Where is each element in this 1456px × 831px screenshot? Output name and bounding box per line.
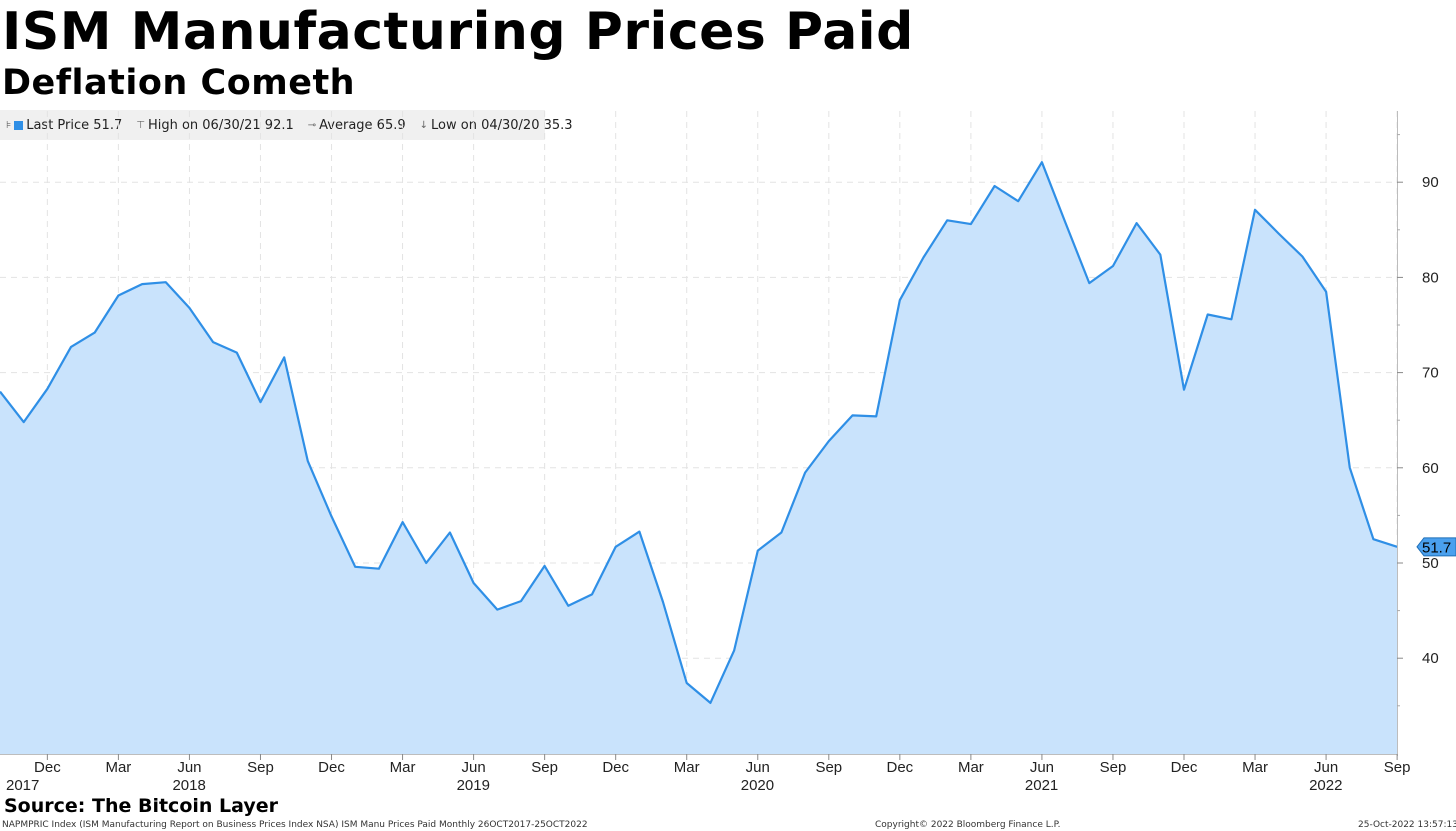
legend-high-label: High on 06/30/21 92.1 [147, 117, 294, 133]
last-price-swatch [14, 120, 24, 130]
x-tick-label: Jun [177, 759, 201, 776]
x-tick-label: Dec [34, 759, 61, 776]
y-tick-label: 60 [1422, 460, 1439, 477]
x-year-label: 2018 [172, 777, 205, 794]
ticker-description: NAPMPRIC Index (ISM Manufacturing Report… [2, 820, 588, 830]
report-timestamp: 25-Oct-2022 13:57:13 [1358, 820, 1456, 830]
y-tick-label: 40 [1422, 650, 1439, 667]
last-price-marker-icon: ⊧ [6, 119, 12, 131]
x-tick-label: Mar [958, 759, 984, 776]
legend-low-label: Low on 04/30/20 35.3 [431, 117, 573, 133]
x-tick-label: Sep [247, 759, 274, 776]
y-tick-label: 90 [1422, 174, 1439, 191]
x-tick-label: Mar [105, 759, 131, 776]
x-tick-label: Dec [318, 759, 345, 776]
x-tick-label: Jun [462, 759, 486, 776]
legend-average-label: Average 65.9 [319, 117, 406, 133]
y-tick-label: 50 [1422, 555, 1439, 572]
series-area [0, 162, 1398, 754]
x-tick-label: Dec [1171, 759, 1198, 776]
x-tick-label: Dec [602, 759, 629, 776]
x-year-label: 2021 [1025, 777, 1058, 794]
source-label: Source: The Bitcoin Layer [4, 795, 279, 817]
last-value-label: 51.7 [1422, 539, 1451, 556]
x-tick-label: Mar [390, 759, 416, 776]
chart-subtitle: Deflation Cometh [2, 63, 356, 103]
last-value-badge [1416, 537, 1456, 557]
legend-low: ↓ Low on 04/30/20 35.3 [420, 118, 573, 133]
x-year-label: 2020 [741, 777, 774, 794]
y-tick-label: 80 [1422, 269, 1439, 286]
chart-title: ISM Manufacturing Prices Paid [2, 2, 914, 62]
y-tick-label: 70 [1422, 365, 1439, 382]
x-tick-label: Jun [1030, 759, 1054, 776]
copyright-notice: Copyright© 2022 Bloomberg Finance L.P. [875, 820, 1061, 830]
x-tick-label: Dec [886, 759, 913, 776]
x-tick-label: Mar [1242, 759, 1268, 776]
x-tick-label: Sep [531, 759, 558, 776]
x-tick-label: Sep [1384, 759, 1411, 776]
x-tick-label: Sep [815, 759, 842, 776]
low-marker-icon: ↓ [419, 119, 429, 131]
x-tick-label: Jun [1314, 759, 1338, 776]
x-year-label: 2019 [457, 777, 490, 794]
legend-average: ⊸ Average 65.9 [308, 118, 406, 133]
legend-bar: ⊧ Last Price 51.7 ⊤ High on 06/30/21 92.… [0, 110, 573, 140]
x-tick-label: Jun [746, 759, 770, 776]
high-marker-icon: ⊤ [136, 119, 145, 131]
legend-high: ⊤ High on 06/30/21 92.1 [136, 118, 294, 133]
legend-last-price: ⊧ Last Price 51.7 [6, 118, 122, 133]
series-line [0, 161, 1398, 705]
legend-last-price-label: Last Price 51.7 [26, 117, 123, 133]
x-tick-label: Sep [1100, 759, 1127, 776]
x-year-label: 2022 [1309, 777, 1342, 794]
x-year-label: 2017 [6, 777, 39, 794]
x-tick-label: Mar [674, 759, 700, 776]
average-marker-icon: ⊸ [307, 119, 317, 131]
